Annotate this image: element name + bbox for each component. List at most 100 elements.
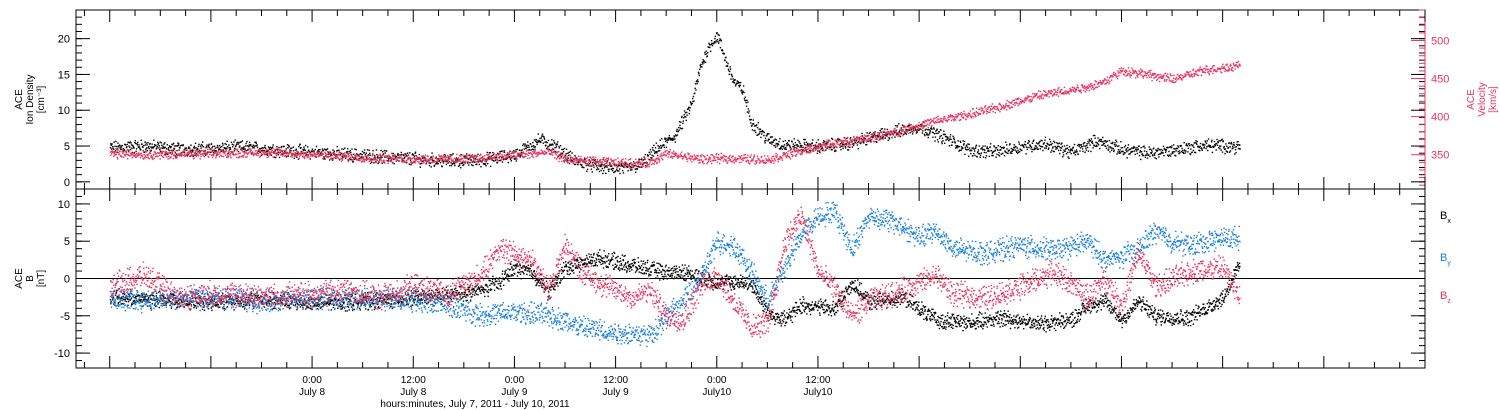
density-series-point — [1123, 151, 1125, 154]
velocity-series-point — [320, 155, 322, 157]
density-series-point — [622, 165, 624, 168]
density-series-point — [536, 143, 538, 146]
density-series-point — [433, 159, 435, 162]
density-series-point — [937, 141, 940, 143]
velocity-series-point — [822, 149, 824, 151]
velocity-series-point — [838, 143, 840, 146]
density-series-point — [780, 146, 782, 149]
density-series-point — [1188, 142, 1190, 145]
density-series-point — [151, 143, 153, 145]
velocity-series-point — [968, 113, 971, 115]
density-series-point — [782, 145, 785, 148]
velocity-series-point — [180, 153, 182, 155]
velocity-series-point — [151, 156, 153, 158]
velocity-series-point — [500, 159, 502, 161]
velocity-series-point — [441, 156, 444, 158]
density-series-point — [319, 148, 321, 151]
velocity-series-point — [189, 149, 191, 151]
velocity-series-point — [753, 154, 755, 156]
velocity-series-point — [837, 139, 839, 141]
density-series-point — [875, 140, 877, 143]
density-series-point — [571, 159, 574, 162]
velocity-series-point — [209, 147, 212, 150]
density-series-point — [181, 152, 183, 154]
density-series-point — [214, 147, 217, 149]
velocity-series-point — [641, 166, 643, 168]
density-series-point — [231, 146, 234, 148]
velocity-series-point — [285, 153, 288, 155]
density-series-point — [807, 151, 810, 153]
velocity-series-point — [713, 157, 716, 160]
velocity-series-point — [579, 158, 582, 160]
density-series-point — [116, 148, 119, 150]
density-series-point — [1036, 148, 1039, 151]
density-series-point — [180, 144, 183, 146]
density-series-point — [774, 144, 776, 147]
velocity-series-point — [550, 153, 552, 156]
density-series-point — [952, 135, 954, 138]
velocity-series-point — [984, 105, 987, 107]
velocity-series-point — [821, 145, 824, 147]
velocity-series-point — [768, 157, 770, 159]
velocity-series-point — [436, 160, 438, 163]
velocity-series-point — [784, 153, 787, 155]
density-series-point — [991, 152, 994, 154]
velocity-series-point — [837, 137, 840, 140]
velocity-series-point — [561, 160, 563, 163]
density-series-point — [655, 150, 657, 153]
velocity-series-point — [265, 149, 268, 151]
density-series-point — [282, 145, 284, 148]
velocity-series-point — [256, 151, 259, 154]
density-series-point — [1236, 141, 1238, 143]
velocity-series-point — [552, 151, 554, 154]
velocity-series-point — [247, 152, 250, 154]
density-series-point — [1223, 146, 1225, 148]
density-series-point — [675, 135, 677, 137]
velocity-series-point — [616, 163, 618, 166]
velocity-series-point — [1018, 102, 1021, 105]
density-series-point — [629, 169, 632, 171]
velocity-series-point — [629, 158, 632, 160]
velocity-series-point — [322, 158, 324, 160]
density-series-point — [191, 151, 194, 153]
velocity-series-point — [307, 156, 309, 158]
velocity-series-point — [465, 156, 467, 159]
density-series-point — [562, 148, 564, 151]
density-series-point — [1105, 145, 1107, 148]
velocity-series-point — [137, 154, 139, 157]
velocity-series-point — [637, 164, 639, 166]
velocity-series-point — [998, 103, 1000, 105]
density-series-point — [1212, 145, 1214, 148]
density-series-point — [863, 137, 865, 139]
velocity-series-point — [174, 156, 177, 158]
velocity-series-point — [126, 153, 128, 156]
velocity-series-point — [578, 155, 580, 157]
density-series-point — [619, 172, 621, 175]
velocity-series-point — [852, 139, 854, 142]
velocity-series-point — [631, 163, 633, 165]
density-series-point — [460, 153, 462, 156]
density-series-point — [361, 150, 364, 153]
velocity-series-point — [179, 153, 181, 156]
velocity-series-point — [983, 111, 986, 113]
velocity-series-point — [937, 115, 939, 118]
velocity-series-point — [734, 159, 737, 161]
density-series-point — [489, 151, 491, 154]
velocity-series-point — [597, 162, 600, 165]
density-series-point — [989, 143, 992, 145]
density-series-point — [1079, 147, 1082, 149]
velocity-series-point — [335, 153, 337, 156]
velocity-series-point — [258, 149, 260, 151]
density-series-point — [297, 158, 300, 160]
velocity-series-point — [640, 157, 643, 159]
velocity-series-point — [510, 152, 513, 155]
density-series-point — [977, 150, 979, 153]
density-series-point — [236, 142, 238, 144]
density-series-point — [1028, 146, 1030, 149]
velocity-series-point — [438, 158, 440, 160]
velocity-series-point — [895, 130, 897, 133]
velocity-series-point — [997, 107, 999, 110]
density-series-point — [538, 139, 540, 142]
velocity-series-point — [125, 150, 127, 152]
density-series-point — [996, 148, 999, 151]
